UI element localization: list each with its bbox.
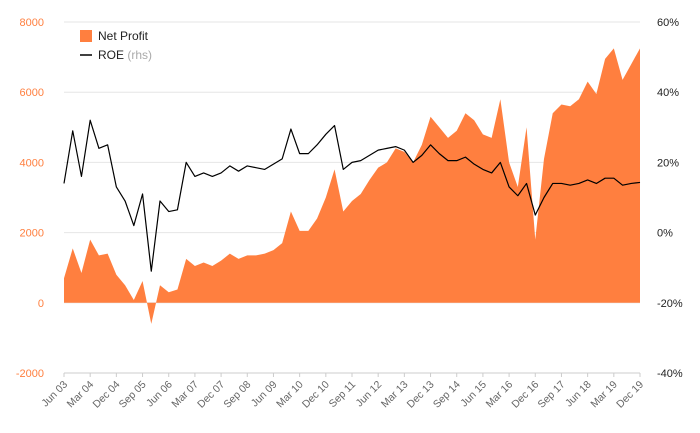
x-axis-tick-label: Mar 04 <box>65 379 97 411</box>
x-axis-tick-label: Mar 19 <box>588 379 620 411</box>
roe-legend-label: ROE (rhs) <box>98 48 152 62</box>
x-axis-tick-label: Jun 06 <box>144 379 175 410</box>
x-axis-tick-label: Jun 09 <box>249 379 280 410</box>
net-profit-legend-swatch <box>80 30 92 42</box>
right-axis-tick-label: 20% <box>657 157 679 169</box>
roe-line <box>63 119 641 272</box>
right-axis-tick-label: 40% <box>657 87 679 99</box>
x-axis-tick-label: Sep 05 <box>117 379 149 411</box>
x-axis-tick-label: Sep 14 <box>431 379 463 411</box>
left-axis-tick-label: -2000 <box>16 368 44 380</box>
x-axis-tick-label: Jun 18 <box>563 379 594 410</box>
x-axis-tick-label: Mar 16 <box>484 379 516 411</box>
x-axis-tick-label: Jun 15 <box>458 379 489 410</box>
x-axis-tick-label: Dec 19 <box>614 379 646 411</box>
roe-legend-name: ROE <box>98 48 124 62</box>
x-axis-tick-label: Mar 10 <box>274 379 306 411</box>
x-axis-tick-label: Sep 17 <box>536 379 568 411</box>
left-axis-tick-label: 8000 <box>20 17 44 29</box>
legend: Net Profit ROE (rhs) <box>80 29 152 62</box>
x-axis-tick-label: Mar 13 <box>379 379 411 411</box>
x-axis-tick-label: Mar 07 <box>169 379 201 411</box>
right-axis-tick-label: -40% <box>657 368 683 380</box>
roe-line-layer <box>63 119 641 272</box>
left-axis-tick-label: 0 <box>38 298 44 310</box>
x-axis-tick-label: Dec 07 <box>195 379 227 411</box>
left-axis-tick-label: 6000 <box>20 87 44 99</box>
left-axis-tick-label: 2000 <box>20 228 44 240</box>
x-axis-tick-label: Jun 12 <box>354 379 385 410</box>
x-axis-tick-label: Dec 04 <box>90 379 122 411</box>
net-profit-legend-label: Net Profit <box>98 29 149 43</box>
right-axis-tick-label: 60% <box>657 17 679 29</box>
x-axis-tick-label: Sep 08 <box>221 379 253 411</box>
roe-legend-suffix: (rhs) <box>127 48 152 62</box>
net-profit-area-layer <box>64 48 640 324</box>
x-axis-tick-label: Sep 11 <box>327 379 359 411</box>
net-profit-area <box>64 48 640 324</box>
right-axis-tick-label: -20% <box>657 298 683 310</box>
right-axis-tick-label: 0% <box>657 228 673 240</box>
x-axis-tick-label: Dec 13 <box>405 379 437 411</box>
x-axis-tick-label: Dec 16 <box>509 379 541 411</box>
x-axis-tick-label: Jun 03 <box>39 379 70 410</box>
x-axis-tick-label: Dec 10 <box>300 379 332 411</box>
left-axis-tick-label: 4000 <box>20 157 44 169</box>
